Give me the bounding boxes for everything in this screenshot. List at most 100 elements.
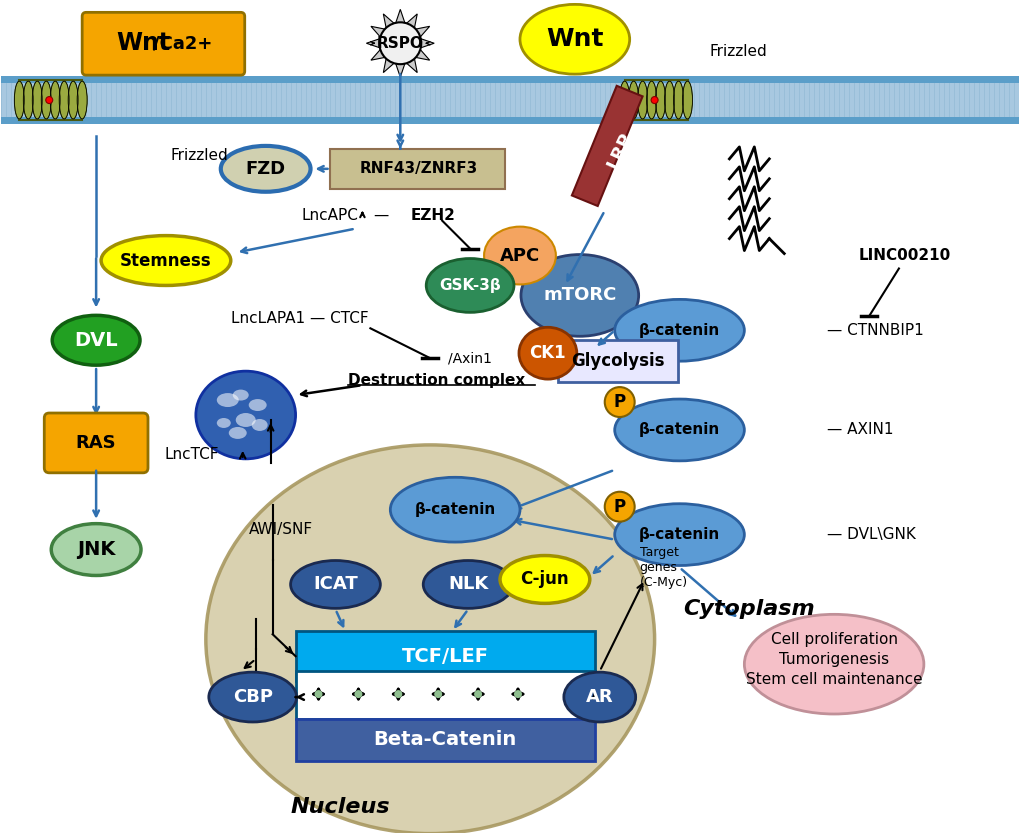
Ellipse shape	[614, 299, 744, 361]
Text: RAS: RAS	[75, 434, 116, 452]
Polygon shape	[414, 27, 429, 38]
Text: P: P	[613, 498, 625, 515]
Ellipse shape	[232, 389, 249, 400]
Ellipse shape	[252, 419, 267, 431]
Text: mTORC: mTORC	[542, 286, 615, 304]
Ellipse shape	[604, 387, 634, 417]
Ellipse shape	[520, 4, 629, 74]
Text: GSK-3β: GSK-3β	[439, 278, 500, 293]
Ellipse shape	[628, 81, 638, 119]
Ellipse shape	[206, 445, 654, 834]
Bar	[1, 76, 1018, 83]
Polygon shape	[395, 9, 405, 24]
Text: β-catenin: β-catenin	[638, 323, 719, 338]
Ellipse shape	[379, 23, 421, 64]
Polygon shape	[371, 27, 385, 38]
FancyBboxPatch shape	[44, 413, 148, 473]
Polygon shape	[366, 38, 381, 48]
Text: TCF/LEF: TCF/LEF	[401, 646, 488, 666]
Ellipse shape	[474, 690, 482, 698]
Text: AWI/SNF: AWI/SNF	[249, 522, 313, 537]
Ellipse shape	[499, 555, 589, 603]
Ellipse shape	[646, 81, 656, 119]
Text: β-catenin: β-catenin	[414, 502, 495, 517]
Text: — DVL\GNK: — DVL\GNK	[826, 527, 915, 542]
Ellipse shape	[220, 146, 310, 192]
Text: CBP: CBP	[232, 688, 272, 706]
Text: ICAT: ICAT	[313, 575, 358, 594]
Ellipse shape	[564, 672, 635, 722]
Ellipse shape	[519, 327, 577, 379]
Bar	[330, 149, 504, 188]
Text: — CTNNBIP1: — CTNNBIP1	[826, 323, 923, 338]
Ellipse shape	[290, 560, 380, 608]
Bar	[1, 76, 1018, 124]
Text: Cytoplasm: Cytoplasm	[683, 600, 814, 620]
Ellipse shape	[514, 690, 522, 698]
Text: —: —	[373, 208, 388, 224]
Polygon shape	[406, 14, 417, 29]
Ellipse shape	[209, 672, 297, 722]
Text: C-jun: C-jun	[520, 570, 569, 589]
Ellipse shape	[637, 81, 647, 119]
Ellipse shape	[314, 690, 322, 698]
Text: LncLAPA1 — CTCF: LncLAPA1 — CTCF	[230, 311, 368, 326]
Ellipse shape	[101, 236, 230, 285]
Text: LINC00210: LINC00210	[858, 248, 951, 263]
Text: EZH2: EZH2	[410, 208, 454, 224]
Ellipse shape	[682, 81, 692, 119]
Ellipse shape	[50, 81, 60, 119]
Ellipse shape	[614, 504, 744, 565]
Ellipse shape	[655, 81, 665, 119]
Polygon shape	[414, 48, 429, 60]
Ellipse shape	[59, 81, 69, 119]
Ellipse shape	[217, 418, 230, 428]
Ellipse shape	[196, 371, 296, 459]
Ellipse shape	[41, 81, 51, 119]
Text: Frizzled: Frizzled	[709, 43, 766, 58]
Ellipse shape	[423, 560, 513, 608]
Ellipse shape	[228, 427, 247, 439]
Ellipse shape	[354, 690, 362, 698]
Text: RNF43/ZNRF3: RNF43/ZNRF3	[359, 161, 477, 176]
Text: Wnt: Wnt	[116, 31, 170, 55]
Text: β-catenin: β-catenin	[638, 423, 719, 438]
Polygon shape	[383, 14, 394, 29]
Text: AR: AR	[585, 688, 613, 706]
Text: β-catenin: β-catenin	[638, 527, 719, 542]
Text: Beta-Catenin: Beta-Catenin	[373, 731, 517, 750]
Text: RSPO: RSPO	[376, 36, 423, 51]
Text: Stem cell maintenance: Stem cell maintenance	[745, 671, 921, 686]
Ellipse shape	[604, 492, 634, 521]
Text: Wnt: Wnt	[545, 28, 603, 51]
Ellipse shape	[390, 477, 520, 542]
Ellipse shape	[33, 81, 42, 119]
Ellipse shape	[52, 315, 140, 365]
Ellipse shape	[77, 81, 87, 119]
Text: Destruction complex: Destruction complex	[348, 373, 525, 388]
Ellipse shape	[521, 254, 638, 336]
Bar	[296, 671, 594, 719]
Text: CK1: CK1	[529, 344, 566, 362]
Text: Tumorigenesis: Tumorigenesis	[779, 651, 889, 666]
Text: P: P	[613, 393, 625, 411]
Ellipse shape	[620, 81, 629, 119]
Text: Cell proliferation: Cell proliferation	[770, 632, 897, 646]
Ellipse shape	[673, 81, 683, 119]
Ellipse shape	[434, 690, 442, 698]
Ellipse shape	[23, 81, 34, 119]
Polygon shape	[383, 58, 394, 73]
Ellipse shape	[46, 97, 53, 103]
Text: Target
genes
(C-Myc): Target genes (C-Myc)	[639, 546, 687, 589]
Ellipse shape	[217, 393, 238, 407]
Text: LRP: LRP	[603, 130, 635, 172]
Bar	[557, 340, 677, 382]
Ellipse shape	[51, 524, 141, 575]
Bar	[296, 631, 594, 681]
Polygon shape	[406, 58, 417, 73]
Ellipse shape	[744, 615, 923, 714]
Text: Stemness: Stemness	[120, 252, 212, 269]
Text: Nucleus: Nucleus	[290, 796, 390, 816]
Polygon shape	[419, 38, 434, 48]
Text: Glycolysis: Glycolysis	[571, 352, 663, 370]
